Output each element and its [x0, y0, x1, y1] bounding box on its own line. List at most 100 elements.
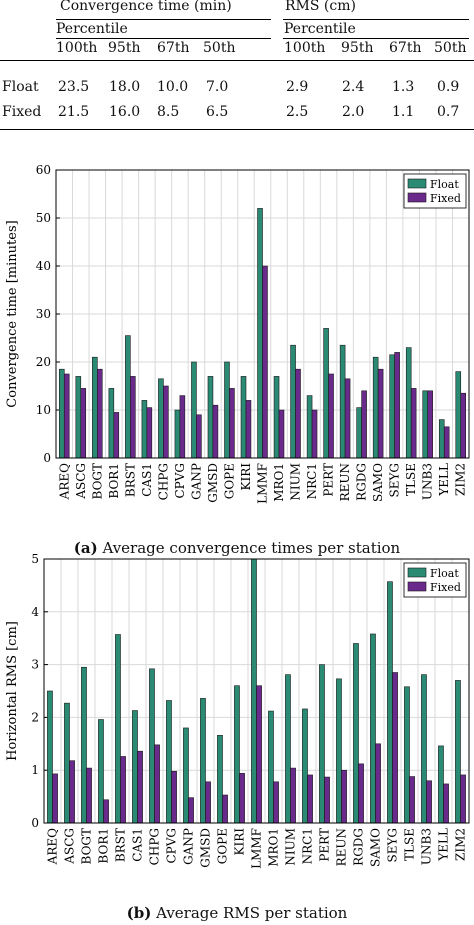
- y-tick-label: 5: [31, 553, 39, 566]
- y-tick-label: 1: [31, 763, 39, 777]
- float-bar: [323, 328, 329, 459]
- table-cell: 18.0: [109, 79, 141, 95]
- table-cell: 7.0: [206, 79, 229, 95]
- table-cell: 1.3: [392, 79, 415, 95]
- fixed-bar: [171, 770, 177, 824]
- fixed-bar: [196, 414, 202, 459]
- x-tick-label: REUN: [338, 463, 352, 501]
- x-tick-label: BOR1: [97, 828, 111, 864]
- fixed-bar: [113, 412, 120, 459]
- y-axis-label: Horizontal RMS [cm]: [5, 621, 20, 761]
- float-bar: [174, 409, 181, 459]
- table-bottom-rule: [0, 129, 474, 130]
- float-bar: [59, 368, 65, 459]
- x-tick-label: SEYG: [388, 463, 402, 498]
- float-bar: [421, 674, 427, 824]
- legend-label: Float: [430, 178, 459, 191]
- legend-label: Float: [430, 567, 459, 580]
- float-bar: [257, 208, 263, 459]
- plot-frame: [43, 558, 470, 824]
- x-tick-label: KIRI: [239, 463, 253, 491]
- x-tick-label: GMSD: [206, 463, 220, 503]
- float-bar: [404, 686, 410, 824]
- subheader-percentile-rms: Percentile: [284, 21, 356, 37]
- x-tick-label: GANP: [182, 828, 196, 865]
- x-tick-label: YELL: [437, 828, 451, 862]
- x-tick-label: TLSE: [403, 828, 417, 861]
- fixed-bar: [222, 794, 228, 824]
- x-tick-label: AREQ: [46, 828, 60, 865]
- fixed-bar: [361, 390, 367, 459]
- x-tick-label: KIRI: [233, 828, 247, 856]
- float-bar: [438, 419, 445, 459]
- fixed-bar: [103, 799, 109, 824]
- float-bar: [339, 344, 346, 459]
- float-bar: [92, 356, 98, 459]
- legend-swatch: [407, 178, 427, 189]
- fixed-bar: [163, 385, 169, 459]
- y-axis-label: Convergence time [minutes]: [5, 220, 20, 407]
- float-bar: [290, 344, 296, 459]
- float-bar: [356, 407, 362, 459]
- col-header-67th-conv: 67th: [157, 40, 190, 56]
- y-tick-label: 50: [36, 211, 51, 225]
- fixed-bar: [328, 373, 334, 459]
- fixed-bar: [278, 409, 285, 459]
- float-bar: [115, 634, 121, 824]
- x-tick-label: ASCG: [74, 463, 88, 500]
- float-bar: [149, 668, 155, 824]
- col-header-50th-rms: 50th: [434, 40, 467, 56]
- y-tick-label: 2: [31, 710, 39, 724]
- header-bottom-rule: [0, 60, 474, 61]
- convergence-chart-svg: 0 10 20 30 40 50 60 AREQ ASCG BOGT BOR1 BRST CAS1 CHP…: [5, 163, 470, 504]
- caption-b-text: Average RMS per station: [156, 904, 348, 922]
- y-tick-label: 10: [36, 403, 51, 417]
- col-header-100th-rms: 100th: [284, 40, 326, 56]
- y-tick-label: 0: [43, 451, 51, 465]
- header-rms: RMS (cm): [285, 0, 356, 14]
- fixed-bar: [443, 426, 450, 459]
- table-cell: 2.4: [342, 79, 365, 95]
- fixed-bar: [256, 685, 262, 824]
- x-tick-label: UNB3: [420, 828, 434, 865]
- fixed-bar: [120, 756, 126, 824]
- float-bar: [207, 376, 214, 459]
- float-bar: [302, 708, 308, 824]
- fixed-bar: [69, 760, 75, 824]
- x-tick-label: UNB3: [421, 463, 435, 500]
- x-tick-label: NRC1: [305, 463, 319, 499]
- float-bar: [125, 335, 131, 459]
- float-bar: [389, 354, 395, 459]
- x-tick-label: CHPG: [148, 828, 162, 865]
- x-tick-label: CPVG: [173, 463, 187, 499]
- float-bar: [306, 395, 313, 459]
- x-tick-label: ASCG: [63, 828, 77, 865]
- fixed-bar: [137, 750, 143, 824]
- fixed-bar: [146, 407, 153, 459]
- float-bar: [47, 690, 53, 824]
- x-tick-label: BRST: [123, 463, 137, 497]
- float-bar: [108, 388, 115, 459]
- legend-label: Fixed: [430, 192, 461, 205]
- x-tick-label: PERT: [318, 828, 332, 862]
- float-bar: [285, 674, 291, 824]
- float-bar: [98, 719, 104, 824]
- fixed-bar: [358, 763, 364, 824]
- fixed-bar: [295, 368, 301, 459]
- x-tick-label: SAMO: [369, 828, 383, 867]
- x-tick-label: REUN: [335, 828, 349, 866]
- rms-chart-svg: 0 1 2 3 4 5 AREQ ASCG BOGT BOR1 BRST CAS1 CHPG CPVG GA…: [5, 553, 470, 869]
- fixed-bar: [239, 773, 245, 824]
- fixed-bar: [426, 780, 432, 824]
- float-bar: [158, 378, 164, 459]
- fixed-bar: [341, 769, 347, 824]
- fixed-bar: [290, 767, 296, 824]
- fixed-bar: [307, 774, 313, 824]
- caption-a: (a) Average convergence times per statio…: [0, 539, 474, 557]
- x-tick-label: TLSE: [404, 463, 418, 496]
- fixed-bar: [273, 781, 279, 824]
- table-cell: 1.1: [392, 104, 415, 120]
- col-header-100th-conv: 100th: [56, 40, 98, 56]
- x-tick-label: NIUM: [284, 828, 298, 866]
- legend-swatch: [407, 581, 427, 592]
